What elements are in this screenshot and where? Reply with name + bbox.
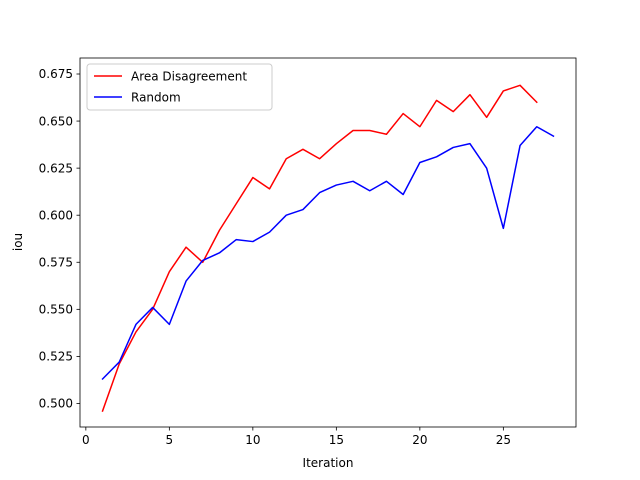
x-tick-label: 25 xyxy=(496,433,511,447)
plot-area xyxy=(80,58,576,427)
legend: Area Disagreement Random xyxy=(86,63,273,111)
x-tick-label: 15 xyxy=(329,433,344,447)
y-tick-label: 0.625 xyxy=(39,161,73,175)
y-tick-label: 0.575 xyxy=(39,255,73,269)
legend-frame xyxy=(86,63,273,111)
plot-frame xyxy=(79,57,577,428)
x-axis-ticks: 0 5 10 15 20 25 xyxy=(82,427,511,447)
series-line-1 xyxy=(101,125,555,381)
series-line-0 xyxy=(101,84,538,412)
y-axis-label: iou xyxy=(11,233,25,251)
y-tick-label: 0.650 xyxy=(39,114,73,128)
y-axis-ticks: 0.500 0.525 0.550 0.575 0.600 0.625 0.650 0.675 xyxy=(39,67,80,411)
x-tick-label: 20 xyxy=(412,433,427,447)
y-tick-label: 0.550 xyxy=(39,303,73,317)
y-tick-label: 0.600 xyxy=(39,208,73,222)
x-tick-label: 0 xyxy=(82,433,90,447)
x-tick-label: 5 xyxy=(166,433,174,447)
legend-label-0: Area Disagreement xyxy=(131,69,247,83)
x-tick-label: 10 xyxy=(245,433,260,447)
y-tick-label: 0.525 xyxy=(39,350,73,364)
y-tick-label: 0.675 xyxy=(39,67,73,81)
x-axis-label: Iteration xyxy=(303,456,354,470)
y-tick-label: 0.500 xyxy=(39,397,73,411)
legend-label-1: Random xyxy=(131,90,181,104)
series-layer xyxy=(101,84,555,412)
